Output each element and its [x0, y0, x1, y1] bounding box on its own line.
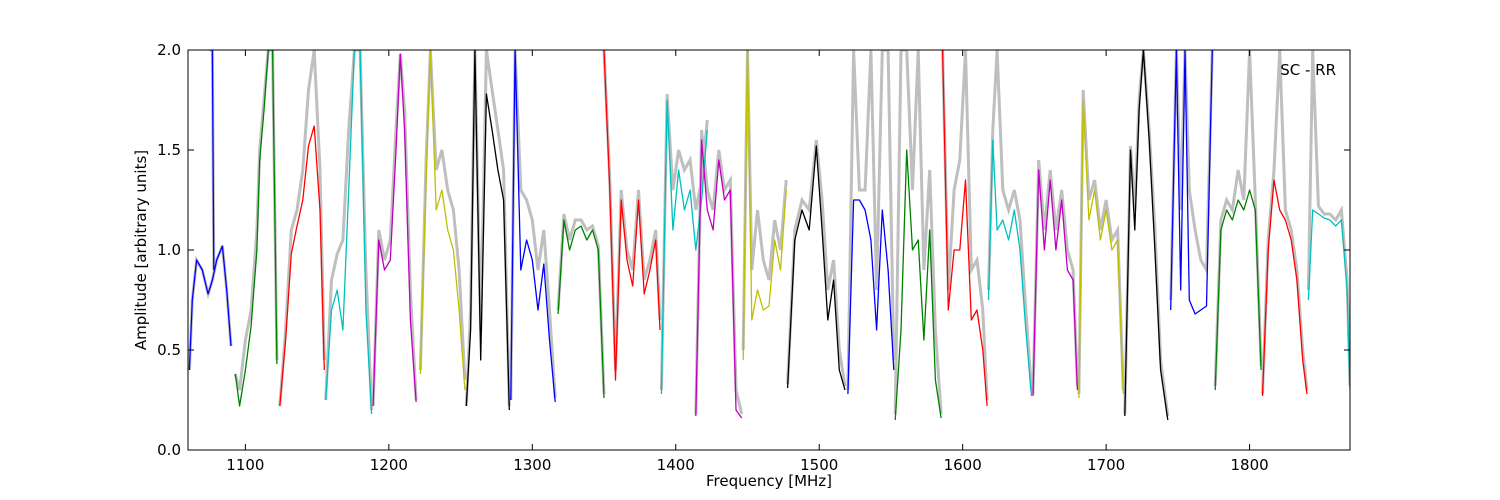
background-series-2: [233, 50, 279, 391]
x-tick-label: 1200: [370, 456, 408, 474]
y-axis-label: Amplitude [arbitrary units]: [132, 150, 150, 350]
y-tick-label: 1.5: [157, 141, 181, 159]
background-series-3: [278, 50, 326, 407]
series-line-25: [1307, 209, 1350, 391]
background-series-6: [418, 50, 467, 381]
y-tick-label: 2.0: [157, 41, 181, 59]
series-line-18: [987, 139, 1033, 397]
x-tick-label: 1800: [1230, 456, 1268, 474]
series-line-2: [234, 50, 278, 407]
series-line-4: [325, 50, 373, 415]
series-line-13: [742, 50, 787, 361]
series-line-0: [188, 245, 232, 371]
x-tick-label: 1400: [657, 456, 695, 474]
background-series-25: [1306, 50, 1350, 387]
series-line-21: [1124, 50, 1169, 421]
series-line-16: [894, 149, 942, 421]
background-series-15: [846, 50, 896, 391]
series-line-6: [419, 50, 466, 391]
series-line-20: [1078, 99, 1124, 399]
series-line-8: [510, 50, 556, 403]
background-series-17: [941, 50, 989, 401]
y-tick-label: 1.0: [157, 241, 181, 259]
x-tick-label: 1700: [1087, 456, 1125, 474]
background-series-16: [893, 50, 943, 415]
series-line-19: [1032, 169, 1079, 397]
series-line-10: [603, 50, 661, 381]
background-series-10: [602, 50, 662, 371]
background-series-18: [987, 50, 1033, 391]
series-layer: [188, 50, 1350, 421]
x-tick-label: 1100: [226, 456, 264, 474]
series-line-9: [557, 219, 605, 399]
y-tick-label: 0.5: [157, 341, 181, 359]
x-tick-label: 1500: [800, 456, 838, 474]
series-line-17: [941, 50, 988, 407]
series-line-5: [372, 53, 417, 407]
series-line-23: [1214, 189, 1262, 391]
chart-annotation: SC - RR: [1280, 61, 1336, 79]
series-line-1: [209, 50, 215, 271]
background-series-layer: [188, 50, 1350, 417]
x-axis-label: Frequency [MHz]: [706, 472, 832, 490]
series-line-12: [695, 139, 743, 419]
series-line-7: [465, 50, 510, 411]
series-line-14: [786, 145, 846, 391]
background-series-5: [371, 53, 418, 407]
background-series-19: [1031, 159, 1079, 395]
x-tick-label: 1600: [944, 456, 982, 474]
x-axis-ticks: 1100 1200 1300 1400 1500 1600 1700 1800: [226, 50, 1269, 474]
y-tick-label: 0.0: [157, 441, 181, 459]
series-line-24: [1261, 179, 1308, 397]
background-series-8: [509, 50, 557, 401]
background-series-23: [1213, 50, 1263, 387]
background-series-14: [786, 139, 847, 387]
series-line-15: [847, 199, 895, 395]
series-line-3: [279, 125, 325, 407]
background-series-9: [556, 213, 606, 395]
y-axis-ticks: 0.0 0.5 1.0 1.5 2.0: [157, 41, 1350, 459]
background-series-24: [1261, 50, 1309, 395]
series-line-22: [1170, 50, 1213, 315]
x-tick-label: 1300: [513, 456, 551, 474]
